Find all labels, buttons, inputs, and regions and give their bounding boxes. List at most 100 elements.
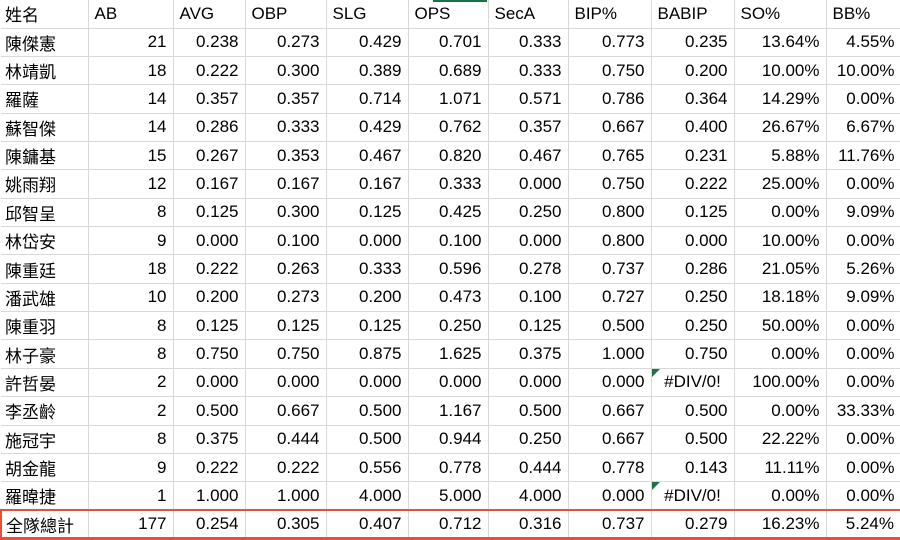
- cell-name[interactable]: 施冠宇: [1, 425, 89, 454]
- cell-bip_pct[interactable]: 0.737: [568, 254, 652, 284]
- cell-slg[interactable]: 0.467: [326, 141, 409, 171]
- col-header-ops[interactable]: OPS: [408, 0, 489, 29]
- cell-babip[interactable]: 0.750: [651, 339, 735, 369]
- cell-obp[interactable]: 0.333: [245, 113, 327, 142]
- cell-obp[interactable]: 0.273: [245, 28, 327, 57]
- cell-so_pct[interactable]: 11.11%: [734, 453, 827, 483]
- cell-obp[interactable]: 0.000: [245, 368, 327, 398]
- cell-seca[interactable]: 0.571: [488, 84, 569, 114]
- cell-ops[interactable]: 5.000: [408, 481, 489, 511]
- cell-babip[interactable]: 0.279: [651, 509, 735, 540]
- cell-babip[interactable]: 0.500: [651, 425, 735, 454]
- cell-bip_pct[interactable]: 0.737: [568, 509, 652, 540]
- cell-slg[interactable]: 0.556: [326, 453, 409, 483]
- cell-bb_pct[interactable]: 6.67%: [826, 113, 900, 142]
- cell-seca[interactable]: 4.000: [488, 481, 569, 511]
- cell-so_pct[interactable]: 22.22%: [734, 425, 827, 454]
- cell-babip[interactable]: 0.222: [651, 169, 735, 199]
- cell-so_pct[interactable]: 10.00%: [734, 56, 827, 86]
- col-header-babip[interactable]: BABIP: [651, 0, 735, 29]
- cell-seca[interactable]: 0.444: [488, 453, 569, 483]
- cell-avg[interactable]: 1.000: [173, 481, 246, 511]
- cell-so_pct[interactable]: 50.00%: [734, 311, 827, 341]
- cell-bb_pct[interactable]: 11.76%: [826, 141, 900, 171]
- cell-name[interactable]: 羅薩: [1, 84, 89, 114]
- cell-ab[interactable]: 9: [88, 453, 174, 483]
- cell-bip_pct[interactable]: 0.667: [568, 113, 652, 142]
- cell-babip[interactable]: 0.235: [651, 28, 735, 57]
- cell-ops[interactable]: 1.071: [408, 84, 489, 114]
- cell-slg[interactable]: 0.125: [326, 311, 409, 341]
- cell-seca[interactable]: 0.375: [488, 339, 569, 369]
- cell-slg[interactable]: 0.000: [326, 368, 409, 398]
- cell-bip_pct[interactable]: 1.000: [568, 339, 652, 369]
- cell-bb_pct[interactable]: 0.00%: [826, 339, 900, 369]
- cell-ab[interactable]: 8: [88, 339, 174, 369]
- cell-avg[interactable]: 0.254: [173, 509, 246, 540]
- cell-bb_pct[interactable]: 0.00%: [826, 84, 900, 114]
- cell-name[interactable]: 全隊總計: [0, 509, 89, 540]
- cell-ab[interactable]: 8: [88, 311, 174, 341]
- cell-so_pct[interactable]: 0.00%: [734, 339, 827, 369]
- cell-avg[interactable]: 0.222: [173, 254, 246, 284]
- cell-ab[interactable]: 9: [88, 226, 174, 256]
- cell-ops[interactable]: 0.778: [408, 453, 489, 483]
- cell-obp[interactable]: 0.667: [245, 396, 327, 426]
- cell-babip[interactable]: 0.500: [651, 396, 735, 426]
- cell-obp[interactable]: 0.273: [245, 283, 327, 313]
- cell-ops[interactable]: 0.473: [408, 283, 489, 313]
- cell-slg[interactable]: 0.407: [326, 509, 409, 540]
- cell-seca[interactable]: 0.357: [488, 113, 569, 142]
- cell-bip_pct[interactable]: 0.765: [568, 141, 652, 171]
- cell-so_pct[interactable]: 0.00%: [734, 481, 827, 511]
- cell-slg[interactable]: 0.000: [326, 226, 409, 256]
- cell-bb_pct[interactable]: 9.09%: [826, 283, 900, 313]
- cell-bip_pct[interactable]: 0.000: [568, 481, 652, 511]
- cell-obp[interactable]: 0.300: [245, 56, 327, 86]
- cell-bb_pct[interactable]: 5.26%: [826, 254, 900, 284]
- cell-name[interactable]: 林靖凱: [1, 56, 89, 86]
- cell-ops[interactable]: 0.712: [408, 509, 489, 540]
- cell-avg[interactable]: 0.000: [173, 226, 246, 256]
- cell-obp[interactable]: 0.444: [245, 425, 327, 454]
- cell-name[interactable]: 蘇智傑: [1, 113, 89, 142]
- cell-babip[interactable]: 0.400: [651, 113, 735, 142]
- cell-bb_pct[interactable]: 0.00%: [826, 425, 900, 454]
- cell-bb_pct[interactable]: 5.24%: [826, 509, 900, 540]
- cell-slg[interactable]: 0.875: [326, 339, 409, 369]
- cell-obp[interactable]: 0.300: [245, 198, 327, 228]
- cell-slg[interactable]: 0.500: [326, 396, 409, 426]
- cell-bb_pct[interactable]: 0.00%: [826, 453, 900, 483]
- cell-seca[interactable]: 0.000: [488, 368, 569, 398]
- cell-name[interactable]: 邱智呈: [1, 198, 89, 228]
- cell-bip_pct[interactable]: 0.500: [568, 311, 652, 341]
- cell-obp[interactable]: 0.222: [245, 453, 327, 483]
- cell-seca[interactable]: 0.316: [488, 509, 569, 540]
- cell-seca[interactable]: 0.333: [488, 56, 569, 86]
- cell-avg[interactable]: 0.357: [173, 84, 246, 114]
- cell-avg[interactable]: 0.167: [173, 169, 246, 199]
- cell-obp[interactable]: 0.750: [245, 339, 327, 369]
- cell-ab[interactable]: 2: [88, 368, 174, 398]
- col-header-bip[interactable]: BIP%: [568, 0, 652, 29]
- cell-bip_pct[interactable]: 0.800: [568, 226, 652, 256]
- cell-bip_pct[interactable]: 0.727: [568, 283, 652, 313]
- cell-name[interactable]: 羅暐捷: [1, 481, 89, 511]
- cell-babip[interactable]: #DIV/0!: [651, 368, 735, 398]
- col-header-name[interactable]: 姓名: [1, 0, 89, 29]
- cell-babip[interactable]: #DIV/0!: [651, 481, 735, 511]
- cell-avg[interactable]: 0.222: [173, 56, 246, 86]
- cell-bip_pct[interactable]: 0.750: [568, 56, 652, 86]
- cell-obp[interactable]: 0.305: [245, 509, 327, 540]
- cell-avg[interactable]: 0.000: [173, 368, 246, 398]
- cell-ops[interactable]: 0.944: [408, 425, 489, 454]
- cell-slg[interactable]: 0.429: [326, 113, 409, 142]
- cell-avg[interactable]: 0.238: [173, 28, 246, 57]
- cell-name[interactable]: 胡金龍: [1, 453, 89, 483]
- cell-name[interactable]: 陳鏞基: [1, 141, 89, 171]
- cell-slg[interactable]: 0.429: [326, 28, 409, 57]
- col-header-bb[interactable]: BB%: [826, 0, 900, 29]
- cell-ops[interactable]: 0.820: [408, 141, 489, 171]
- cell-obp[interactable]: 0.100: [245, 226, 327, 256]
- cell-so_pct[interactable]: 14.29%: [734, 84, 827, 114]
